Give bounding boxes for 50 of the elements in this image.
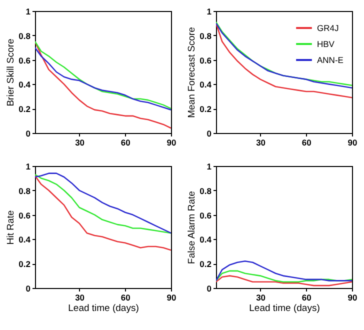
y-axis-title: Brier Skill Score [6, 38, 17, 106]
x-tick-label: 60 [120, 292, 131, 302]
x-tick-label: 30 [75, 292, 85, 302]
x-tick-label: 60 [302, 292, 312, 302]
y-tick-label: 0.6 [18, 55, 31, 66]
y-tick-label: 0.4 [200, 234, 212, 245]
y-tick-label: 0.8 [200, 186, 212, 196]
x-tick-label: 60 [120, 138, 131, 148]
y-axis-title: False Alarm Rate [186, 191, 198, 264]
y-tick-label: 0 [206, 128, 212, 138]
y-tick-label: 0.8 [18, 186, 31, 196]
line-series [216, 270, 352, 283]
y-tick-label: 0.4 [18, 234, 31, 245]
y-tick-label: 0.6 [200, 55, 212, 66]
y-axis-title: Mean Forecast Score [186, 27, 198, 118]
y-tick-label: 0.4 [200, 80, 212, 90]
x-tick-label: 30 [256, 292, 266, 302]
x-tick-label: 90 [166, 138, 176, 148]
x-axis-title: Lead time (days) [68, 303, 139, 314]
y-tick-label: 0.4 [18, 80, 31, 90]
y-tick-label: 1 [206, 6, 212, 16]
y-tick-label: 1 [26, 6, 31, 16]
y-tick-label: 0.2 [200, 104, 212, 114]
x-tick-label: 30 [75, 138, 85, 148]
y-tick-label: 0 [26, 284, 31, 294]
line-series [216, 260, 352, 282]
line-series [35, 175, 171, 251]
x-axis-title: Lead time (days) [249, 303, 320, 314]
legend-label: ANN-E [317, 55, 344, 65]
x-tick-label: 90 [166, 292, 176, 302]
y-tick-label: 0.6 [200, 210, 212, 220]
legend-label: GR4J [317, 23, 339, 33]
legend-label: HBV [317, 39, 335, 49]
x-tick-label: 90 [348, 138, 358, 148]
y-tick-label: 1 [206, 162, 212, 172]
x-tick-label: 30 [256, 138, 266, 148]
x-tick-label: 60 [302, 138, 312, 148]
y-tick-label: 1 [26, 162, 31, 172]
y-axis-title: Hit Rate [6, 210, 17, 245]
x-tick-label: 90 [348, 292, 358, 302]
y-tick-label: 0.2 [18, 104, 31, 114]
y-tick-label: 0.2 [18, 259, 31, 270]
line-series [35, 40, 171, 129]
y-tick-label: 0.8 [18, 30, 31, 41]
y-tick-label: 0.8 [200, 30, 212, 41]
y-tick-label: 0 [206, 284, 212, 294]
y-tick-label: 0.6 [18, 210, 31, 220]
line-series [216, 275, 352, 286]
y-tick-label: 0 [26, 128, 31, 138]
y-tick-label: 0.2 [200, 259, 212, 270]
